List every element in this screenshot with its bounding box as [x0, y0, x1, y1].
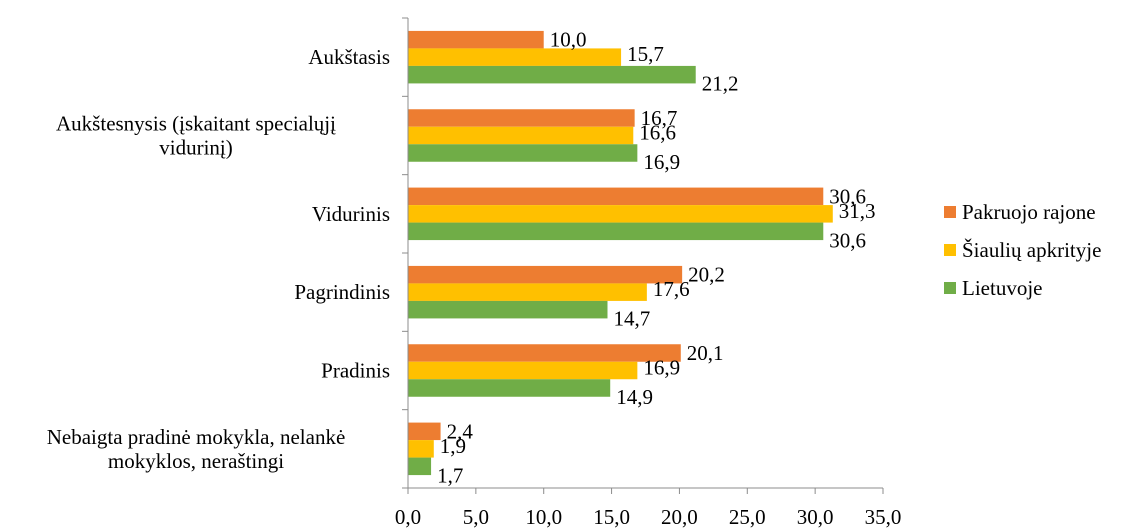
- data-label-2-series-3: 16,9: [643, 150, 680, 174]
- bar-2-series-2: [408, 126, 634, 145]
- data-label-2-series-1: 16,7: [641, 106, 678, 130]
- category-label-2: Aukštesnysis (įskaitant specialųjį viduri…: [56, 112, 336, 160]
- data-label-3-series-2: 31,3: [839, 199, 876, 223]
- data-label-1-series-2: 15,7: [627, 42, 664, 66]
- legend-swatch-1: [944, 206, 956, 218]
- bar-5-series-2: [408, 361, 638, 380]
- bar-3-series-1: [408, 187, 824, 206]
- data-labels-group: 10,015,721,216,716,616,930,631,330,620,2…: [437, 28, 875, 488]
- legend: Pakruojo rajone Šiaulių apkrityje Lietuvoj…: [944, 200, 1101, 300]
- category-label-3: Vidurinis: [312, 202, 390, 226]
- bar-1-series-1: [408, 30, 544, 49]
- bar-6-series-1: [408, 422, 441, 441]
- bar-4-series-3: [408, 300, 608, 319]
- bars-group: [408, 30, 833, 476]
- x-tick-label: 10,0: [525, 505, 562, 529]
- bar-1-series-2: [408, 48, 622, 66]
- legend-label-2: Šiaulių apkrityje: [962, 238, 1101, 262]
- data-label-3-series-3: 30,6: [829, 228, 866, 252]
- category-label-1: Aukštasis: [308, 45, 390, 69]
- category-label-4: Pagrindinis: [294, 280, 390, 304]
- category-label-5: Pradinis: [321, 359, 390, 383]
- bar-3-series-2: [408, 205, 833, 223]
- bar-4-series-1: [408, 265, 683, 284]
- data-label-4-series-2: 17,6: [653, 277, 690, 301]
- bar-6-series-2: [408, 440, 434, 458]
- legend-swatch-3: [944, 282, 956, 294]
- data-label-4-series-3: 14,7: [614, 307, 651, 331]
- data-label-1-series-3: 21,2: [702, 72, 739, 96]
- x-tick-label: 20,0: [661, 505, 698, 529]
- legend-label-3: Lietuvoje: [962, 276, 1042, 300]
- bar-1-series-3: [408, 65, 696, 84]
- axes-group: Aukštasis Aukštesnysis (įskaitant special…: [47, 17, 902, 529]
- data-label-5-series-2: 16,9: [643, 356, 680, 380]
- data-label-1-series-1: 10,0: [550, 28, 587, 52]
- data-label-6-series-2: 1,9: [440, 434, 466, 458]
- data-label-6-series-1: 2,4: [447, 419, 474, 443]
- bar-2-series-3: [408, 144, 638, 162]
- bar-3-series-3: [408, 222, 824, 241]
- legend-label-1: Pakruojo rajone: [962, 200, 1096, 224]
- data-label-2-series-2: 16,6: [639, 121, 676, 145]
- data-label-5-series-3: 14,9: [616, 385, 653, 409]
- data-label-6-series-3: 1,7: [437, 463, 463, 487]
- bar-5-series-1: [408, 344, 681, 362]
- x-tick-label: 25,0: [729, 505, 766, 529]
- bar-2-series-1: [408, 109, 635, 127]
- x-tick-label: 15,0: [593, 505, 630, 529]
- x-tick-label: 0,0: [395, 505, 421, 529]
- data-label-3-series-1: 30,6: [829, 184, 866, 208]
- x-tick-label: 30,0: [797, 505, 834, 529]
- bar-5-series-3: [408, 379, 611, 397]
- x-tick-label: 35,0: [865, 505, 902, 529]
- category-label-6: Nebaigta pradinė mokykla, nelankė mokyklo…: [47, 425, 346, 473]
- legend-swatch-2: [944, 244, 956, 256]
- bar-4-series-2: [408, 283, 647, 301]
- data-label-5-series-1: 20,1: [687, 341, 724, 365]
- data-label-4-series-1: 20,2: [688, 263, 725, 287]
- bar-6-series-3: [408, 457, 432, 476]
- x-tick-label: 5,0: [463, 505, 489, 529]
